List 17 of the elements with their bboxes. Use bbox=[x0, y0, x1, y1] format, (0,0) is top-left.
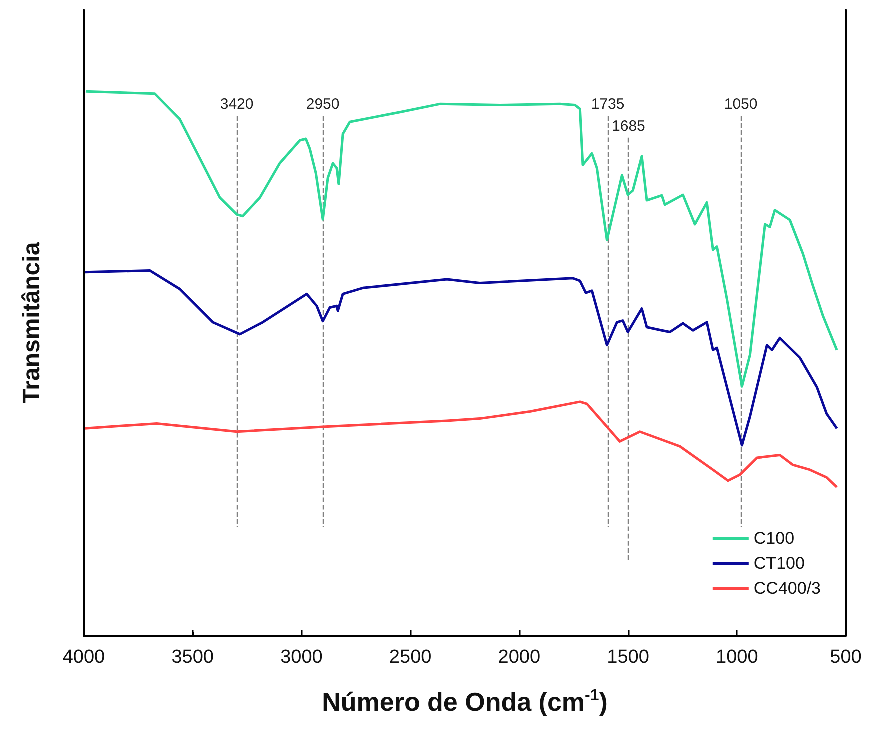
annotation: 1050 bbox=[724, 96, 758, 114]
annotation: 3420 bbox=[220, 96, 254, 114]
x-tick-label: 2500 bbox=[389, 647, 432, 668]
x-tick-label: 1000 bbox=[716, 647, 758, 668]
x-tick-label: 500 bbox=[830, 647, 862, 668]
x-tick-label: 3000 bbox=[280, 647, 323, 668]
legend-label: CT100 bbox=[754, 554, 805, 573]
x-tick-label: 2000 bbox=[498, 647, 541, 668]
y-axis-title: Transmitância bbox=[18, 242, 46, 404]
x-tick-label: 3500 bbox=[172, 647, 214, 668]
legend-label: CC400/3 bbox=[754, 579, 822, 598]
annotation: 1685 bbox=[612, 118, 646, 135]
x-tick-label: 4000 bbox=[62, 647, 106, 668]
x-tick-label: 1500 bbox=[607, 647, 650, 668]
annotation: 1735 bbox=[591, 96, 625, 114]
legend-label: C100 bbox=[754, 529, 795, 548]
annotation: 2950 bbox=[306, 96, 340, 114]
